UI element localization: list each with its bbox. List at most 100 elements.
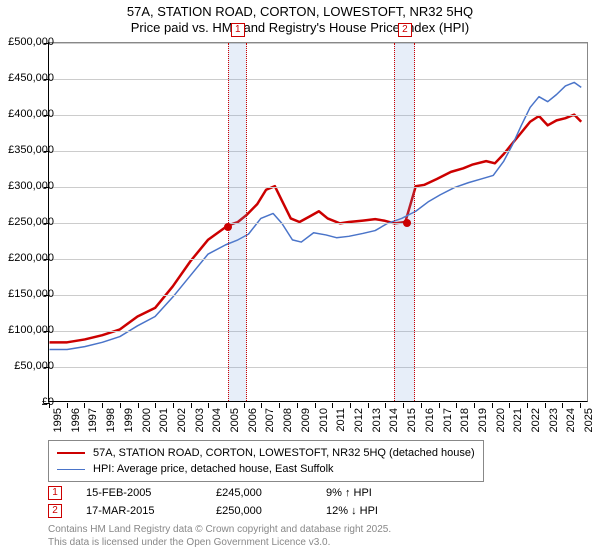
x-tick bbox=[492, 403, 493, 408]
x-tick bbox=[545, 403, 546, 408]
x-tick bbox=[138, 403, 139, 408]
band-marker: 1 bbox=[231, 23, 245, 37]
x-tick bbox=[562, 403, 563, 408]
x-axis-label: 2024 bbox=[565, 408, 577, 432]
x-tick bbox=[456, 403, 457, 408]
sale-date: 17-MAR-2015 bbox=[86, 505, 216, 517]
sale-delta: 9% ↑ HPI bbox=[326, 487, 426, 499]
x-axis-label: 2010 bbox=[318, 408, 330, 432]
x-tick bbox=[385, 403, 386, 408]
x-tick bbox=[315, 403, 316, 408]
x-axis-label: 2025 bbox=[583, 408, 595, 432]
x-tick bbox=[120, 403, 121, 408]
x-tick bbox=[84, 403, 85, 408]
x-tick bbox=[368, 403, 369, 408]
y-axis-label: £50,000 bbox=[14, 360, 54, 372]
title-line-2: Price paid vs. HM Land Registry's House … bbox=[0, 20, 600, 36]
x-axis-label: 2000 bbox=[141, 408, 153, 432]
sale-row: 2 17-MAR-2015£250,00012% ↓ HPI bbox=[48, 502, 426, 520]
x-axis-label: 2011 bbox=[335, 408, 347, 432]
chart-lines-svg bbox=[49, 43, 587, 401]
x-axis-label: 1996 bbox=[70, 408, 82, 432]
x-axis-label: 2021 bbox=[512, 408, 524, 432]
x-axis-label: 2014 bbox=[388, 408, 400, 432]
x-tick bbox=[297, 403, 298, 408]
legend-row: 57A, STATION ROAD, CORTON, LOWESTOFT, NR… bbox=[57, 445, 475, 461]
x-axis-label: 1995 bbox=[52, 408, 64, 432]
chart-container: 57A, STATION ROAD, CORTON, LOWESTOFT, NR… bbox=[0, 0, 600, 560]
x-tick bbox=[474, 403, 475, 408]
x-axis-label: 2015 bbox=[406, 408, 418, 432]
sale-point-marker bbox=[403, 219, 411, 227]
x-axis-label: 2009 bbox=[300, 408, 312, 432]
gridline-h bbox=[49, 331, 587, 332]
sale-marker-box: 2 bbox=[48, 504, 62, 518]
footer-attribution: Contains HM Land Registry data © Crown c… bbox=[48, 524, 391, 549]
x-tick bbox=[439, 403, 440, 408]
x-axis-label: 2020 bbox=[495, 408, 507, 432]
x-axis-label: 2018 bbox=[459, 408, 471, 432]
x-tick bbox=[244, 403, 245, 408]
y-axis-label: £200,000 bbox=[8, 252, 54, 264]
x-tick bbox=[191, 403, 192, 408]
x-tick bbox=[261, 403, 262, 408]
title-block: 57A, STATION ROAD, CORTON, LOWESTOFT, NR… bbox=[0, 0, 600, 37]
series-line-hpi bbox=[50, 82, 582, 349]
x-axis-label: 2012 bbox=[353, 408, 365, 432]
legend-row: HPI: Average price, detached house, East… bbox=[57, 461, 475, 477]
x-tick bbox=[67, 403, 68, 408]
x-axis-label: 2016 bbox=[424, 408, 436, 432]
sale-marker-box: 1 bbox=[48, 486, 62, 500]
chart-plot-area: 12 bbox=[48, 42, 588, 402]
gridline-h bbox=[49, 259, 587, 260]
x-axis-label: 2005 bbox=[229, 408, 241, 432]
x-axis-label: 1998 bbox=[105, 408, 117, 432]
x-axis-label: 2007 bbox=[264, 408, 276, 432]
y-axis-label: £100,000 bbox=[8, 324, 54, 336]
y-axis-label: £350,000 bbox=[8, 144, 54, 156]
x-tick bbox=[527, 403, 528, 408]
highlight-band bbox=[228, 43, 247, 401]
gridline-h bbox=[49, 367, 587, 368]
x-tick bbox=[509, 403, 510, 408]
x-axis-label: 1997 bbox=[87, 408, 99, 432]
gridline-h bbox=[49, 151, 587, 152]
gridline-h bbox=[49, 223, 587, 224]
gridline-h bbox=[49, 79, 587, 80]
band-marker: 2 bbox=[398, 23, 412, 37]
x-axis-label: 2003 bbox=[194, 408, 206, 432]
x-axis-label: 2023 bbox=[548, 408, 560, 432]
x-tick bbox=[350, 403, 351, 408]
legend-box: 57A, STATION ROAD, CORTON, LOWESTOFT, NR… bbox=[48, 440, 484, 482]
x-axis-label: 2001 bbox=[158, 408, 170, 432]
x-tick bbox=[208, 403, 209, 408]
sale-price: £250,000 bbox=[216, 505, 326, 517]
gridline-h bbox=[49, 115, 587, 116]
y-axis-label: £450,000 bbox=[8, 72, 54, 84]
sale-point-marker bbox=[224, 223, 232, 231]
sale-price: £245,000 bbox=[216, 487, 326, 499]
y-axis-label: £500,000 bbox=[8, 36, 54, 48]
x-axis-label: 2017 bbox=[442, 408, 454, 432]
y-axis-label: £150,000 bbox=[8, 288, 54, 300]
gridline-h bbox=[49, 43, 587, 44]
y-axis-label: £400,000 bbox=[8, 108, 54, 120]
x-axis-label: 2019 bbox=[477, 408, 489, 432]
x-tick bbox=[173, 403, 174, 408]
x-tick bbox=[421, 403, 422, 408]
sale-row: 1 15-FEB-2005£245,0009% ↑ HPI bbox=[48, 484, 426, 502]
x-tick bbox=[403, 403, 404, 408]
sale-date: 15-FEB-2005 bbox=[86, 487, 216, 499]
x-axis-label: 2002 bbox=[176, 408, 188, 432]
sale-delta: 12% ↓ HPI bbox=[326, 505, 426, 517]
sales-table: 1 15-FEB-2005£245,0009% ↑ HPI 2 17-MAR-2015… bbox=[48, 484, 426, 520]
gridline-h bbox=[49, 187, 587, 188]
y-axis-label: £300,000 bbox=[8, 180, 54, 192]
x-axis-label: 2013 bbox=[371, 408, 383, 432]
x-tick bbox=[226, 403, 227, 408]
x-tick bbox=[279, 403, 280, 408]
x-axis-label: 2006 bbox=[247, 408, 259, 432]
legend-label: HPI: Average price, detached house, East… bbox=[93, 463, 334, 475]
footer-line-2: This data is licensed under the Open Gov… bbox=[48, 537, 391, 550]
x-axis-label: 1999 bbox=[123, 408, 135, 432]
